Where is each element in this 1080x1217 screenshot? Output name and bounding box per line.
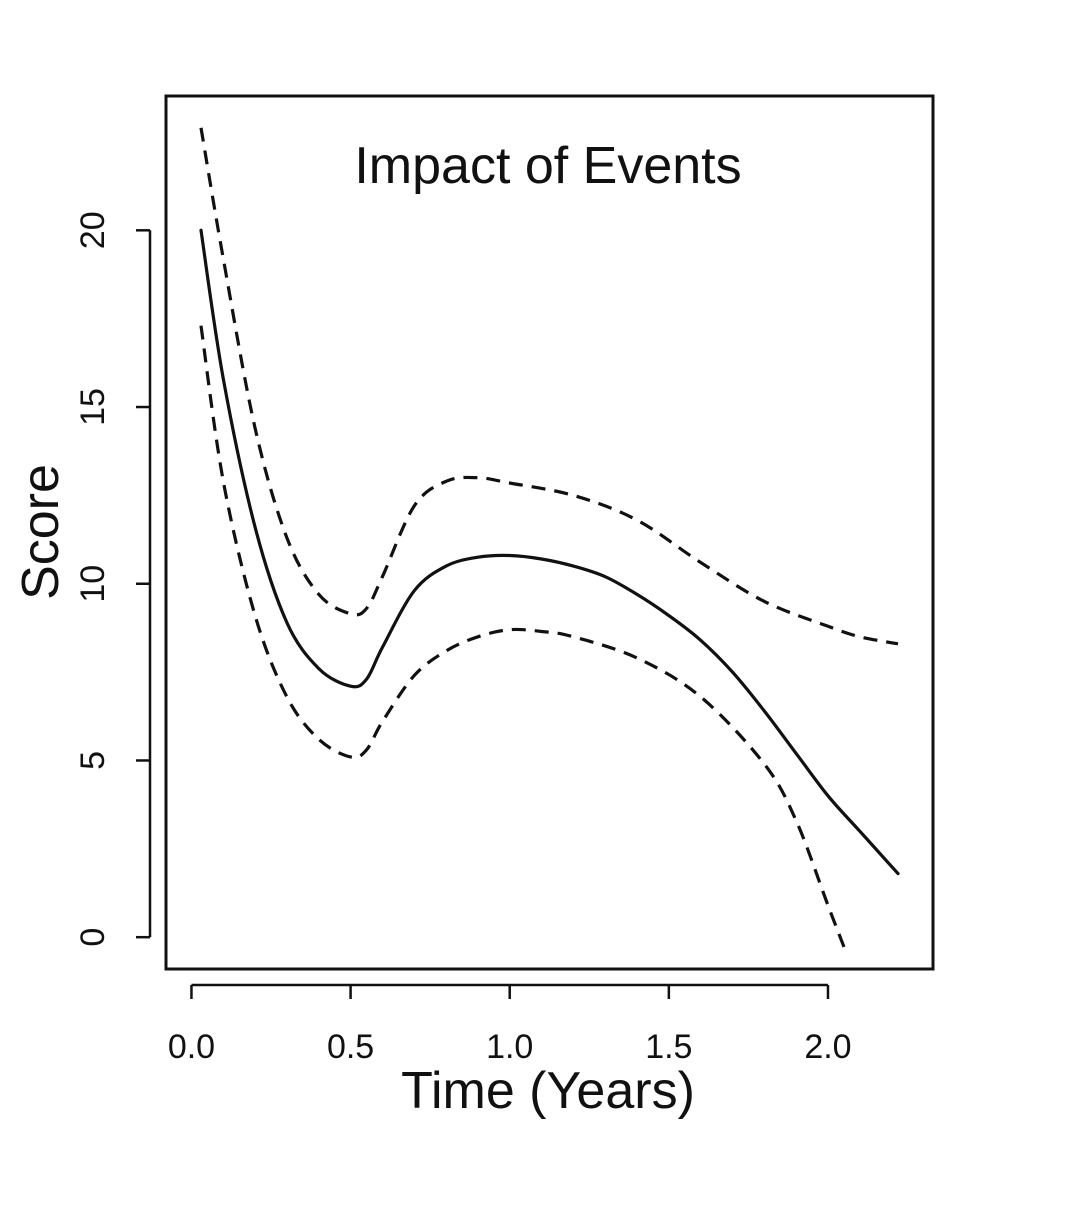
x-tick-label: 1.0 xyxy=(486,1028,533,1066)
lower-ci-line xyxy=(199,325,849,956)
x-tick-label: 2.0 xyxy=(804,1028,851,1066)
estimate-line xyxy=(199,228,900,876)
x-axis-title: Time (Years) xyxy=(401,1062,695,1120)
series-layer xyxy=(199,127,900,956)
y-axis-title: Score xyxy=(12,464,70,600)
y-tick-label: 0 xyxy=(74,928,112,947)
plot-title: Impact of Events xyxy=(354,137,741,195)
y-tick-label: 15 xyxy=(74,388,112,426)
y-tick-label: 10 xyxy=(74,565,112,603)
plot-frame xyxy=(164,94,935,971)
upper-ci-line xyxy=(199,127,899,646)
x-tick-label: 0.0 xyxy=(168,1028,215,1066)
x-tick-label: 0.5 xyxy=(327,1028,374,1066)
y-tick-label: 5 xyxy=(74,751,112,770)
x-tick-label: 1.5 xyxy=(645,1028,692,1066)
x-axis: 0.0 0.5 1.0 1.5 2.0 xyxy=(168,983,852,1066)
y-tick-label: 20 xyxy=(74,211,112,249)
y-axis: 0 5 10 15 20 xyxy=(74,211,152,947)
